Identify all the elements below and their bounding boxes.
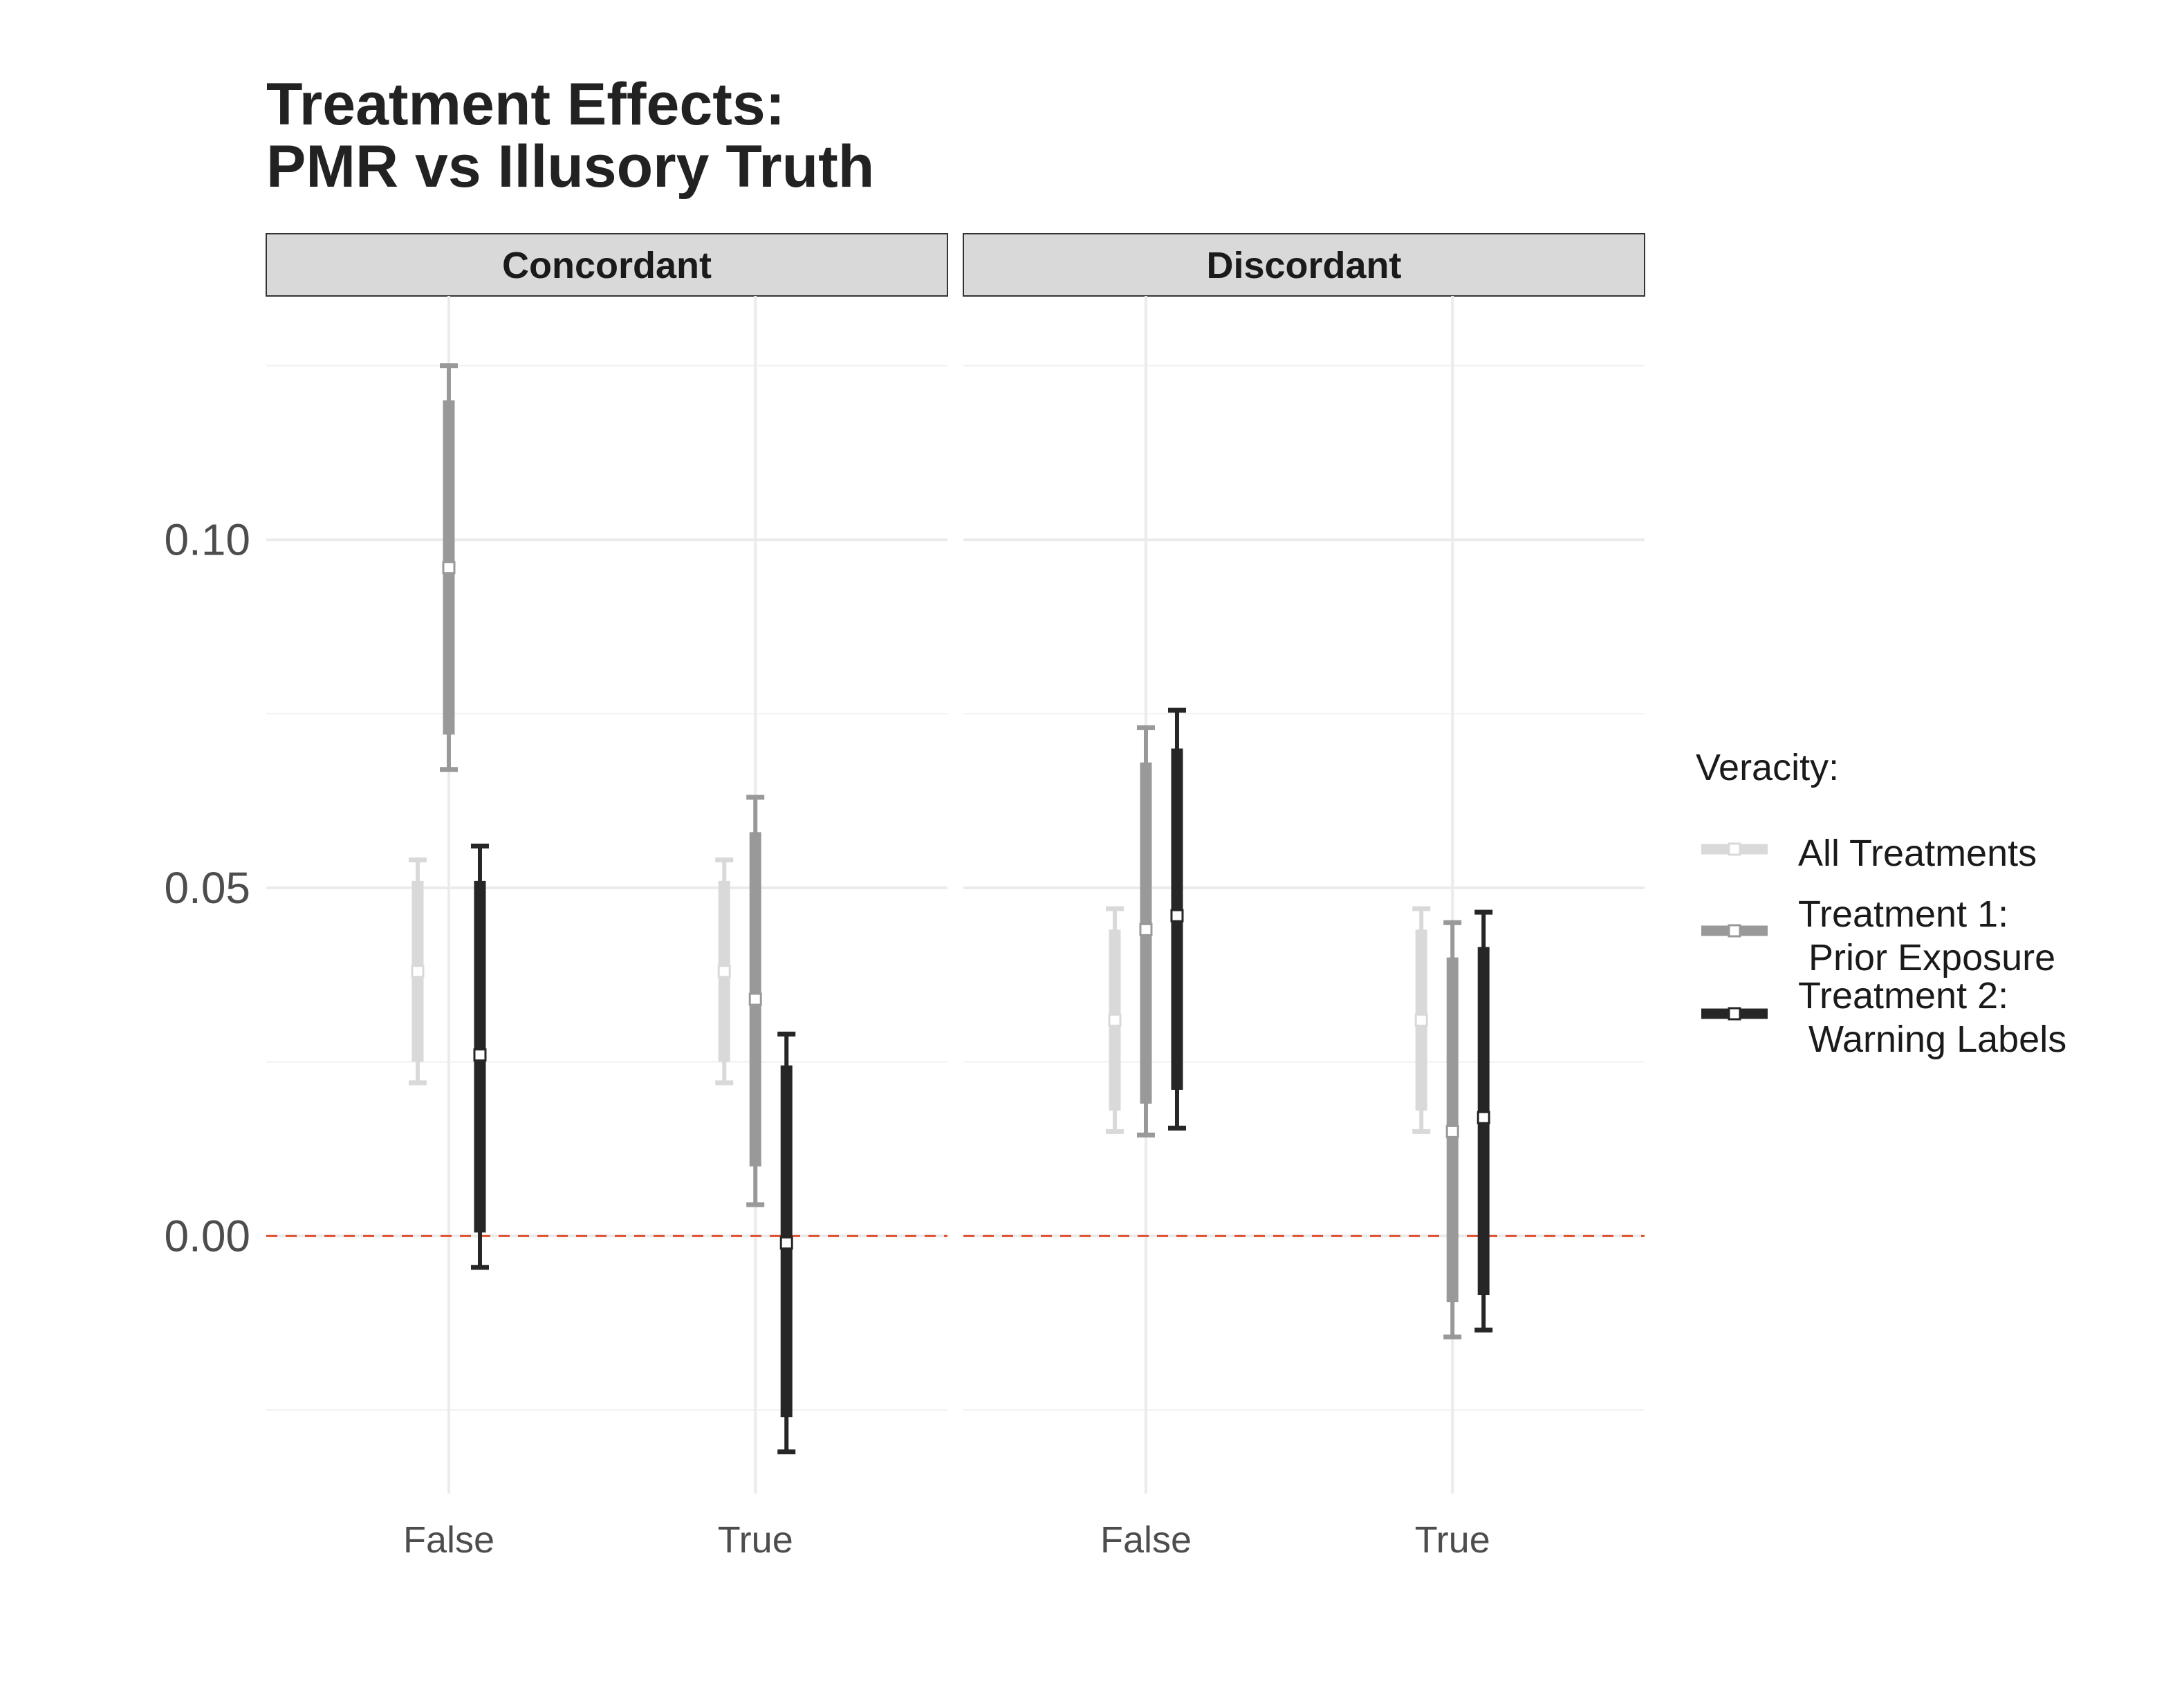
y-tick-label: 0.05 [164,863,250,913]
x-tick-label: False [403,1519,494,1561]
estimate-point-series-1-discordant-false [1108,1013,1122,1027]
estimate-point-series-3-discordant-true [1477,1111,1490,1124]
estimate-point-series-2-concordant-false [442,561,456,575]
legend-label-treatment-1-line-2: Prior Exposure [1798,937,2055,978]
chart-title-line-1: Treatment Effects: [266,71,785,138]
legend-keys [1701,842,1768,1021]
y-tick-label: 0.10 [164,514,250,564]
estimate-point-series-2-discordant-false [1139,922,1153,936]
estimate-point-series-1-concordant-false [411,965,425,978]
y-tick-label: 0.00 [164,1211,250,1261]
estimate-point-series-2-discordant-true [1445,1124,1459,1138]
legend-key-point-series-2 [1728,924,1741,938]
estimate-point-series-1-concordant-true [717,965,731,978]
estimate-point-series-2-concordant-true [748,992,762,1006]
x-tick-label: True [718,1519,793,1561]
facet-strip-label-discordant: Discordant [1206,245,1401,286]
legend: Veracity: All Treatments Treatment 1: Pr… [1696,747,2066,1060]
estimate-point-series-1-discordant-true [1414,1013,1428,1027]
legend-label-treatment-2-line-2: Warning Labels [1798,1019,2066,1060]
facet-strip-discordant [963,233,1645,297]
estimate-point-series-3-discordant-false [1170,909,1184,922]
legend-label-treatment-2-line-1: Treatment 2: [1798,975,2008,1017]
chart-title-line-2: PMR vs Illusory Truth [266,133,874,200]
estimate-point-series-3-concordant-false [473,1048,487,1062]
legend-label-all-treatments: All Treatments [1798,833,2037,874]
x-tick-label: False [1100,1519,1192,1561]
estimate-point-series-3-concordant-true [779,1236,793,1250]
facet-strip-label-concordant: Concordant [502,245,712,286]
legend-label-treatment-1-line-1: Treatment 1: [1798,893,2008,935]
x-tick-label: True [1415,1519,1490,1561]
legend-key-point-series-3 [1728,1007,1741,1021]
facet-strip-concordant [266,233,948,297]
legend-title: Veracity: [1696,747,1839,788]
plot-area: 0.10 0.05 0.00 Concordant False True Discordan… [164,233,1645,1561]
legend-key-point-series-1 [1728,842,1741,856]
